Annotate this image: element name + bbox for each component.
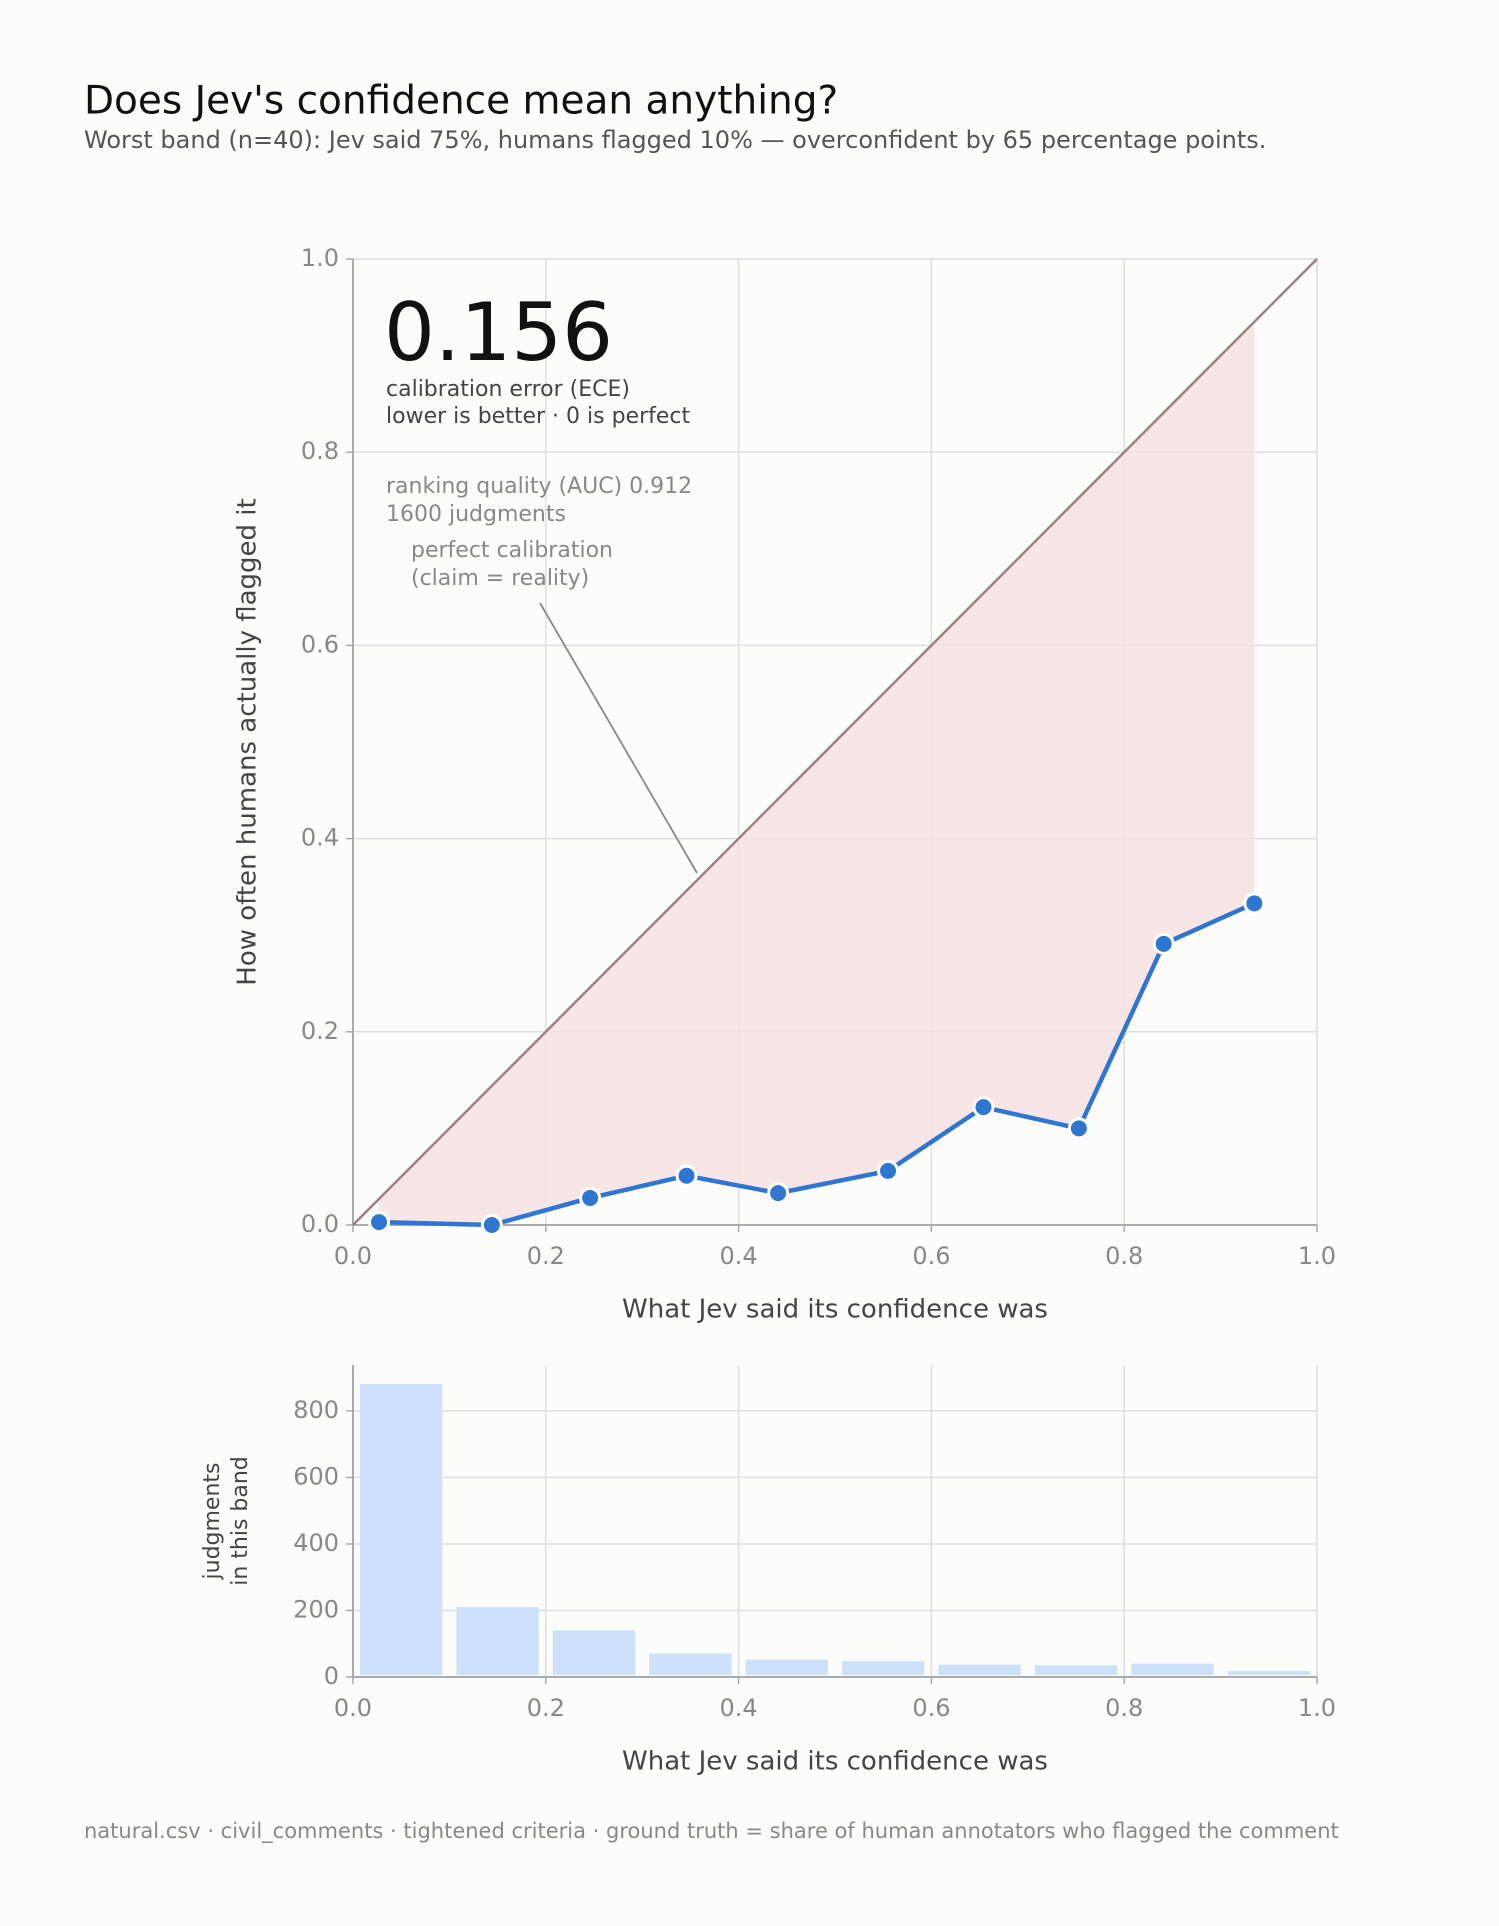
footnote: natural.csv · civil_comments · tightened…	[84, 1819, 1339, 1844]
x-axis-label: What Jev said its confidence was	[622, 1747, 1048, 1777]
metric-value: 0.156	[384, 286, 613, 379]
y-tick-label: 0.2	[301, 1017, 339, 1045]
gap-shade	[379, 321, 1255, 1225]
y-axis-label: in this band	[228, 1456, 253, 1586]
point	[767, 1182, 790, 1205]
y-tick-label: 600	[293, 1462, 339, 1490]
x-tick-label: 1.0	[1298, 1242, 1336, 1270]
subtitle: Worst band (n=40): Jev said 75%, humans …	[84, 126, 1266, 154]
point	[1243, 892, 1266, 915]
x-tick-label: 0.8	[1105, 1694, 1143, 1722]
y-tick-label: 0.6	[301, 630, 339, 658]
bar	[552, 1630, 636, 1675]
point	[972, 1096, 995, 1119]
calibration-line	[378, 901, 1256, 1228]
bar	[360, 1383, 443, 1675]
bar	[649, 1653, 732, 1675]
metric-caption: lower is better · 0 is perfect	[386, 404, 690, 429]
x-tick-label: 0.6	[912, 1242, 950, 1270]
bar	[1227, 1671, 1310, 1675]
y-tick-label: 800	[293, 1396, 339, 1424]
y-tick-label: 1.0	[301, 244, 339, 272]
point	[480, 1214, 503, 1236]
y-axis-label: How often humans actually flagged it	[233, 498, 263, 985]
metric-caption: calibration error (ECE)	[386, 377, 630, 402]
x-tick-label: 0.2	[527, 1242, 565, 1270]
y-tick-label: 0.4	[301, 824, 339, 852]
bar	[745, 1659, 828, 1675]
x-tick-label: 0.2	[527, 1694, 565, 1722]
bar	[1034, 1665, 1118, 1675]
reference-label: perfect calibration	[411, 538, 613, 563]
bar	[842, 1661, 925, 1675]
title: Does Jev's confidence mean anything?	[84, 79, 838, 124]
bar	[1131, 1663, 1214, 1675]
point	[877, 1159, 900, 1182]
y-axis-label: judgments	[200, 1463, 225, 1581]
stat: 1600 judgments	[386, 502, 566, 527]
y-tick-label: 0.0	[301, 1210, 339, 1238]
y-tick-label: 200	[293, 1595, 339, 1623]
stat: ranking quality (AUC) 0.912	[386, 474, 692, 499]
y-tick-label: 400	[293, 1529, 339, 1557]
bar	[938, 1664, 1021, 1675]
annotation-arrow	[539, 602, 698, 874]
x-tick-label: 1.0	[1298, 1694, 1336, 1722]
point	[675, 1164, 698, 1187]
x-tick-label: 0.4	[720, 1694, 758, 1722]
point	[368, 1211, 391, 1234]
reference-line	[352, 258, 1318, 1226]
x-tick-label: 0.8	[1105, 1242, 1143, 1270]
x-tick-label: 0.4	[720, 1242, 758, 1270]
x-tick-label: 0.6	[912, 1694, 950, 1722]
x-tick-label: 0.0	[334, 1242, 372, 1270]
point	[579, 1186, 602, 1209]
y-tick-label: 0.8	[301, 437, 339, 465]
x-axis-label: What Jev said its confidence was	[622, 1295, 1048, 1325]
y-tick-label: 0	[324, 1662, 339, 1690]
reference-label: (claim = reality)	[411, 566, 589, 591]
point	[1067, 1117, 1090, 1140]
point	[1152, 932, 1175, 955]
x-tick-label: 0.0	[334, 1694, 372, 1722]
bar	[456, 1607, 539, 1675]
